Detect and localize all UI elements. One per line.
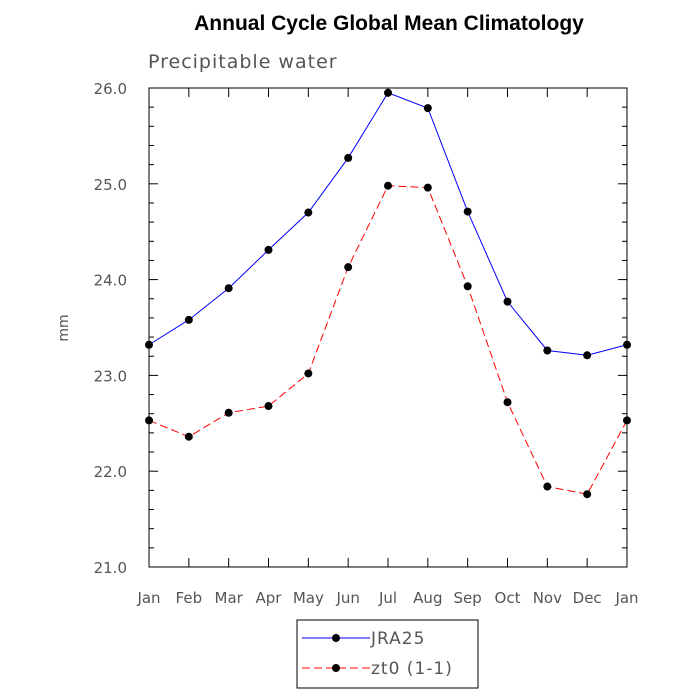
x-tick-label: Aug (413, 589, 442, 607)
data-point-jra25 (543, 346, 552, 355)
data-point-jra25 (384, 88, 392, 97)
legend: JRA25 zt0 (1-1) (296, 619, 479, 689)
data-point-jra25 (304, 208, 313, 217)
x-tick-label: Sep (454, 589, 482, 607)
y-tick-label: 25.0 (94, 176, 127, 194)
x-tick-label: Nov (533, 589, 562, 607)
series-line-jra25 (148, 92, 628, 356)
data-point-jra25 (224, 284, 233, 293)
data-point-zt0-1-1 (463, 282, 472, 291)
x-tick-label: Oct (495, 589, 521, 607)
data-point-jra25 (463, 207, 472, 216)
legend-box (296, 619, 479, 689)
x-tick-label: Mar (215, 589, 244, 607)
chart-subtitle: Precipitable water (148, 51, 338, 73)
data-point-zt0-1-1 (184, 432, 193, 441)
data-point-zt0-1-1 (384, 181, 392, 190)
data-point-zt0-1-1 (543, 482, 552, 491)
series-group (145, 88, 631, 499)
series-line-zt0-1-1 (148, 185, 628, 495)
y-tick-label: 22.0 (94, 463, 127, 481)
y-tick-labels: 21.0 22.0 23.0 24.0 25.0 26.0 (94, 80, 127, 577)
legend-label-jra25: JRA25 (370, 629, 425, 649)
data-point-zt0-1-1 (264, 402, 273, 411)
y-axis-label: mm (56, 314, 72, 341)
x-tick-label: Jan (614, 589, 638, 607)
x-tick-label: Feb (176, 589, 203, 607)
axis-ticks (148, 87, 628, 568)
data-point-jra25 (264, 245, 273, 254)
data-point-jra25 (423, 104, 432, 113)
data-point-zt0-1-1 (503, 398, 512, 407)
x-tick-labels: Jan Feb Mar Apr May Jun Jul Aug Sep Oct Nov Dec Jan (136, 589, 638, 607)
x-tick-label: Jan (136, 589, 160, 607)
x-tick-label: May (293, 589, 324, 607)
data-point-jra25 (503, 297, 512, 306)
data-point-zt0-1-1 (583, 490, 592, 499)
chart-title: Annual Cycle Global Mean Climatology (194, 12, 584, 35)
plot-frame (148, 87, 628, 568)
data-point-zt0-1-1 (304, 369, 313, 378)
legend-label-zt0: zt0 (1-1) (371, 659, 453, 679)
x-tick-label: Jul (378, 589, 397, 607)
y-tick-label: 23.0 (94, 367, 127, 385)
y-tick-label: 21.0 (94, 559, 127, 577)
x-tick-label: Dec (573, 589, 602, 607)
data-point-zt0-1-1 (224, 408, 233, 417)
data-point-jra25 (583, 351, 592, 360)
legend-marker-jra25 (332, 634, 340, 642)
data-point-zt0-1-1 (344, 263, 353, 272)
data-point-jra25 (344, 153, 353, 162)
x-tick-label: Apr (256, 589, 283, 607)
data-point-zt0-1-1 (423, 183, 432, 192)
y-tick-label: 24.0 (94, 272, 127, 290)
y-tick-label: 26.0 (94, 80, 127, 98)
data-point-jra25 (184, 315, 193, 324)
legend-marker-zt0 (332, 664, 340, 672)
x-tick-label: Jun (335, 589, 359, 607)
